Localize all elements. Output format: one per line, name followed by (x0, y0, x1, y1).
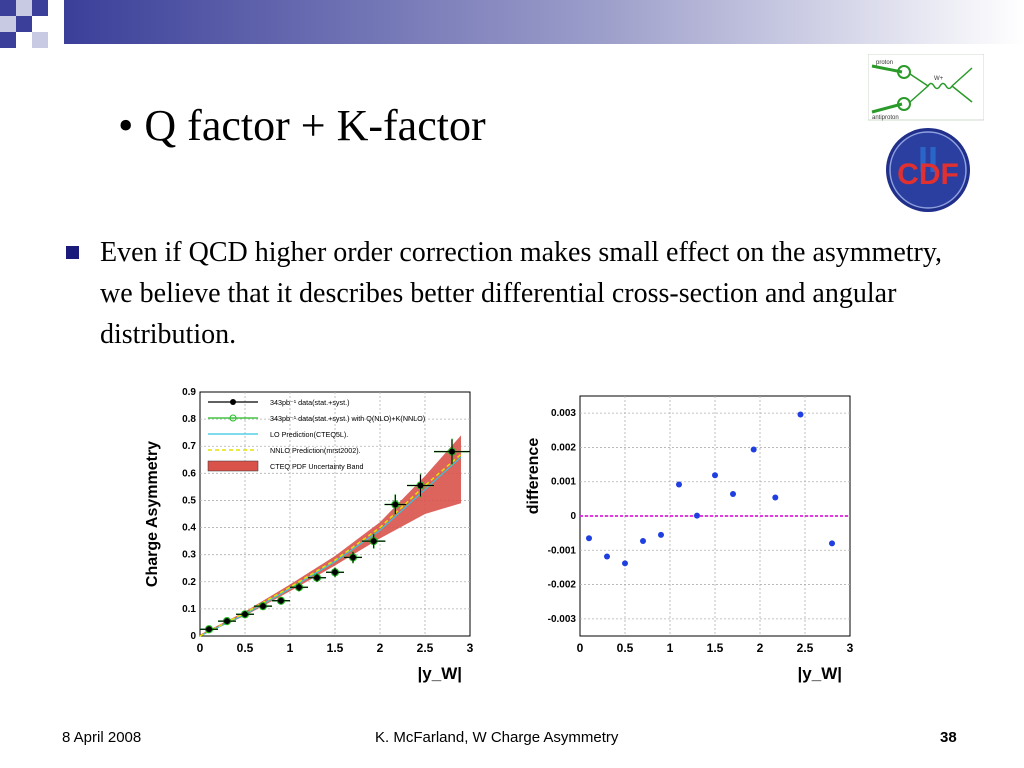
y-tick-label: -0.002 (548, 580, 577, 591)
difference-point (604, 553, 610, 560)
y-tick-label: 0 (190, 631, 196, 642)
y-tick-label: 0.001 (551, 477, 576, 488)
difference-chart: 0 0.5 1 1.5 2 2.5 3 -0.003 -0.002 -0.001 0 0.001 0.0… (525, 395, 854, 683)
x-tick-label: 0.5 (617, 641, 634, 655)
legend-label: LO Prediction(CTEQ5L). (270, 430, 348, 439)
black-data-point (206, 626, 212, 633)
x-tick-label: 1 (287, 641, 294, 655)
w-plus-label: W+ (934, 76, 944, 82)
x-tick-label: 2.5 (797, 641, 814, 655)
cdf-emblem: II CDF (886, 128, 970, 212)
charge-asymmetry-chart: 0 0.5 1 1.5 2 2.5 3 0 0.1 0.2 0.3 0.4 0.5 0.6 0.7 0.8 0.… (145, 387, 474, 683)
legend-label: 343pb⁻¹ data(stat.+syst.) (270, 398, 350, 407)
logo-roman: II (918, 139, 938, 180)
legend-label: CTEQ PDF Uncertainty Band (270, 462, 363, 471)
slide-title: • Q factor + K-factor (118, 101, 486, 150)
y-tick-label: 0.8 (182, 414, 196, 425)
x-tick-label: 1 (667, 641, 674, 655)
y-tick-label: 0.6 (182, 468, 196, 479)
x-tick-label: 2 (377, 641, 384, 655)
x-tick-label: 3 (847, 641, 854, 655)
x-tick-label: 0.5 (237, 641, 254, 655)
x-tick-label: 1.5 (707, 641, 724, 655)
x-tick-label: 2 (757, 641, 764, 655)
legend-label: NNLO Prediction(mrst2002). (270, 446, 361, 455)
difference-point (772, 494, 779, 501)
x-tick-label: 2.5 (417, 641, 434, 655)
black-data-point (260, 603, 266, 610)
difference-point (586, 535, 592, 542)
logo-text: CDF (897, 158, 959, 191)
x-tick-label: 1.5 (327, 641, 344, 655)
difference-point (750, 446, 757, 453)
difference-point (640, 538, 646, 545)
footer-date: 8 April 2008 (62, 729, 142, 746)
black-data-point (332, 569, 338, 576)
difference-point (797, 411, 804, 418)
y-tick-label: 0 (570, 511, 576, 522)
bullet-text: Even if QCD higher order correction make… (100, 237, 943, 350)
black-data-point (224, 618, 230, 625)
black-data-point (370, 538, 377, 545)
proton-label: proton (876, 60, 893, 66)
bullet-item: Even if QCD higher order correction make… (62, 232, 962, 355)
x-tick-label: 0 (197, 641, 204, 655)
y-tick-label: 0.2 (182, 577, 196, 588)
difference-point (712, 472, 718, 479)
y-tick-label: 0.5 (182, 495, 196, 506)
corner-decoration (0, 0, 1024, 48)
legend-marker (229, 414, 237, 422)
difference-point (730, 491, 736, 498)
difference-point (676, 481, 682, 488)
page-number: 38 (940, 729, 957, 746)
y-tick-label: 0.1 (182, 604, 196, 615)
legend-marker (230, 399, 236, 405)
y-tick-label: 0.002 (551, 442, 576, 453)
black-data-point (278, 597, 284, 604)
black-data-point (242, 611, 248, 618)
y-tick-label: 0.3 (182, 550, 196, 561)
y-tick-label: 0.4 (182, 523, 196, 534)
difference-point (829, 540, 835, 547)
x-axis-label: |y_W| (418, 664, 462, 683)
black-data-point (350, 554, 356, 561)
black-data-point (314, 574, 320, 581)
difference-point (622, 560, 628, 567)
y-tick-label: 0.9 (182, 387, 196, 398)
y-axis-label: difference (525, 438, 542, 515)
black-data-point (392, 501, 399, 508)
antiproton-label: antiproton (872, 115, 899, 121)
black-data-point (296, 584, 302, 591)
black-data-point (417, 482, 424, 489)
footer-title: K. McFarland, W Charge Asymmetry (375, 729, 619, 746)
y-tick-label: 0.7 (182, 441, 196, 452)
x-tick-label: 0 (577, 641, 584, 655)
black-data-point (449, 448, 455, 455)
x-tick-label: 3 (467, 641, 474, 655)
bullet-square-icon (66, 246, 79, 259)
y-tick-label: -0.001 (548, 545, 577, 556)
y-axis-label: Charge Asymmetry (145, 441, 161, 587)
cdf-logo: proton antiproton W+ II CDF (868, 54, 984, 212)
difference-point (658, 531, 664, 538)
x-axis-label: |y_W| (798, 664, 842, 683)
legend-band-swatch (207, 460, 259, 472)
difference-point (694, 512, 700, 519)
legend-label: 343pb⁻¹ data(stat.+syst.) with Q(NLO)+K(… (270, 414, 425, 423)
feynman-diagram: proton antiproton W+ (868, 54, 984, 121)
y-tick-label: 0.003 (551, 408, 576, 419)
y-tick-label: -0.003 (548, 614, 577, 625)
